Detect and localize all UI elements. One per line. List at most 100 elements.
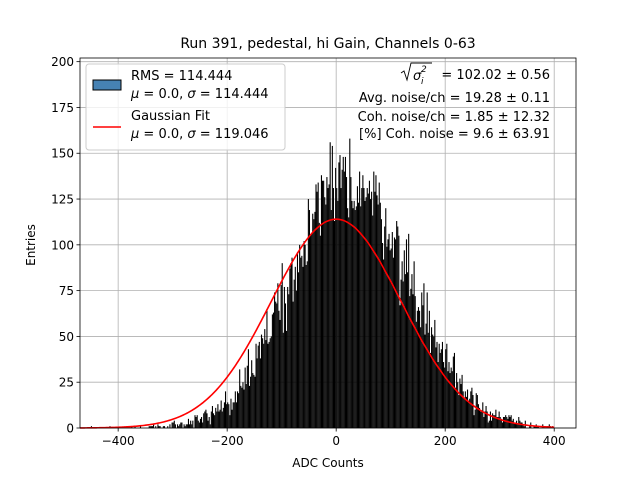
histogram-bar [507,418,509,428]
histogram-bar [464,391,466,428]
histogram-bar [228,404,230,428]
histogram-bar [289,268,291,428]
histogram-bar [501,422,503,428]
histogram-bar [387,239,389,428]
histogram-bar [421,292,423,428]
histogram-bar [348,217,350,428]
histogram-bar [450,367,452,428]
histogram-bar [235,402,237,428]
histogram-bar [329,142,331,428]
histogram-bar [414,296,416,428]
histogram-bar [270,336,272,428]
histogram-bar [179,424,181,428]
histogram-bar [247,349,249,428]
histogram-bar [248,385,251,428]
histogram-bar [255,343,257,428]
histogram-bar [267,343,269,428]
histogram-bar [275,301,277,428]
histogram-bar [433,336,435,428]
histogram-bar [271,314,273,428]
histogram-bar [290,263,292,428]
histogram-bar [224,391,227,428]
histogram-bar [226,404,228,428]
histogram-bar [354,210,356,428]
noise-annotations: σ 2 i = 102.02 ± 0.56 Avg. noise/ch = 19… [358,62,550,142]
histogram-bar [211,406,213,428]
histogram-bar [318,222,320,428]
histogram-bar [432,334,434,428]
histogram-bar [253,374,255,428]
histogram-bars [90,138,554,429]
legend-hist-params: μ = 0.0, σ = 114.444 [130,87,269,102]
histogram-bar [306,261,308,428]
histogram-bar [327,188,329,428]
histogram-bar [373,171,375,428]
histogram-bar [344,156,346,428]
histogram-bar [204,411,206,428]
histogram-bar [506,417,508,428]
histogram-bar [335,167,337,428]
histogram-bar [241,387,243,428]
histogram-bar [316,191,318,428]
histogram-bar [471,387,473,428]
histogram-bar [496,417,498,428]
histogram-bar [310,235,312,428]
histogram-bar [151,426,154,428]
histogram-bar [510,415,512,428]
histogram-bar [191,424,193,428]
legend-hist-sigma: σ [187,87,196,102]
histogram-bar [276,303,278,428]
histogram-bar [322,180,324,428]
histogram-bar [280,285,282,428]
histogram-bar [324,197,326,428]
histogram-bar [336,188,338,428]
histogram-bar [246,365,248,428]
histogram-bar [416,310,418,428]
histogram-bar [513,422,515,428]
histogram-bar [185,424,187,428]
histogram-bar [437,362,439,428]
histogram-bar [389,250,391,428]
histogram-bar [233,402,235,428]
histogram-bar [361,188,363,428]
histogram-bar [390,248,392,428]
x-tick-label: 200 [434,434,457,448]
histogram-bar [492,413,494,428]
histogram-bar [459,378,461,428]
histogram-bar [441,341,444,428]
histogram-bar [222,407,224,428]
legend-hist-sigma-value: = 114.444 [196,87,269,102]
histogram-bar [444,367,446,428]
histogram-bar [258,341,260,428]
histogram-bar [300,257,302,428]
histogram-bar [499,417,501,428]
histogram-bar [254,376,256,428]
histogram-bar [294,266,296,428]
histogram-bar [368,180,370,428]
y-tick-label: 0 [66,422,74,436]
histogram-bar [529,426,531,428]
legend-fit-params: μ = 0.0, σ = 119.046 [130,127,269,142]
histogram-bar [486,411,488,428]
histogram-bar [438,343,440,428]
histogram-bar [511,420,513,428]
histogram-bar [452,356,454,428]
histogram-bar [489,411,491,428]
histogram-bar [218,411,220,428]
histogram-bar [477,404,479,428]
histogram-bar [181,422,183,428]
legend-hist-mu-value: = 0.0, [139,87,187,102]
histogram-bar [378,182,380,428]
histogram-bar [198,422,200,428]
histogram-bar [407,272,409,428]
histogram-bar [139,426,142,428]
y-tick-label: 50 [59,330,74,344]
histogram-bar [456,373,458,428]
histogram-bar [476,395,478,428]
y-axis-label: Entries [24,224,38,266]
histogram-bar [283,286,285,428]
histogram-bar [483,417,485,428]
histogram-bar [493,415,495,428]
histogram-bar [260,334,263,428]
histogram-bar [386,246,388,428]
